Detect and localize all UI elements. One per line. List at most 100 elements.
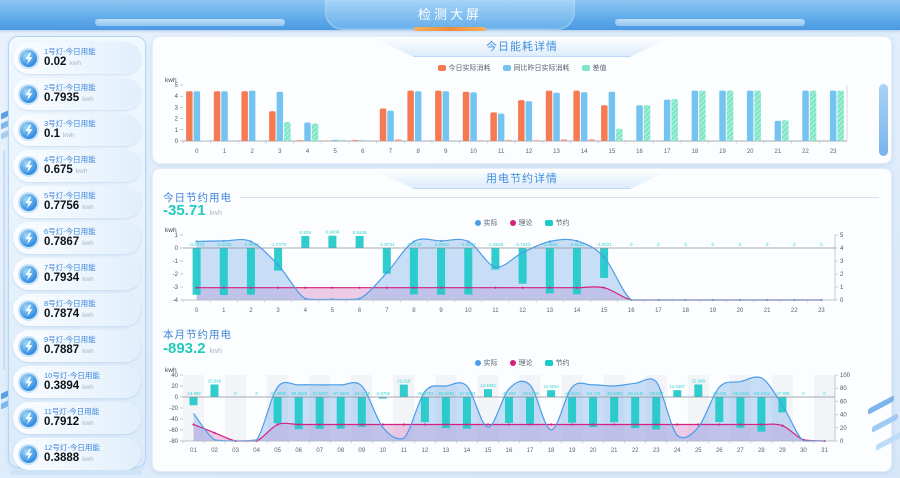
bar-差值 bbox=[671, 99, 678, 141]
bar-value-label: -56.5681 bbox=[437, 391, 455, 396]
svg-text:20: 20 bbox=[840, 426, 847, 432]
bar-今日实际消耗 bbox=[213, 91, 221, 141]
bar-今日实际消耗 bbox=[462, 91, 470, 141]
svg-text:15: 15 bbox=[485, 448, 492, 454]
lamp-stat-card: 4号灯-今日用能 0.675 kwh bbox=[13, 150, 141, 182]
legend-item-同比昨日实际消耗[interactable]: 同比昨日实际消耗 bbox=[502, 63, 570, 73]
lightning-icon bbox=[18, 407, 39, 429]
bar-节约 bbox=[399, 384, 408, 397]
bar-今日实际消耗 bbox=[296, 140, 304, 141]
panel-saving-title: 用电节约详情 bbox=[486, 173, 558, 185]
bar-value-label: 0 bbox=[820, 242, 823, 247]
svg-text:08: 08 bbox=[337, 448, 344, 454]
svg-text:04: 04 bbox=[253, 448, 260, 454]
svg-text:2: 2 bbox=[175, 117, 179, 123]
svg-text:17: 17 bbox=[655, 308, 662, 314]
bar-同比昨日实际消耗 bbox=[636, 105, 643, 141]
bar-value-label: -47.057 bbox=[502, 391, 517, 396]
svg-text:23: 23 bbox=[830, 149, 837, 155]
lamp-stat-value: 0.7887 kwh bbox=[44, 343, 94, 356]
bar-今日实际消耗 bbox=[435, 90, 442, 141]
bar-value-label: 0 bbox=[630, 242, 633, 247]
legend-label: 实际 bbox=[483, 360, 498, 367]
legend-item-节约[interactable]: 节约 bbox=[544, 358, 570, 368]
bar-同比昨日实际消耗 bbox=[221, 91, 228, 141]
lamp-stat-card: 11号灯-今日用能 0.7912 kwh bbox=[13, 402, 141, 434]
lamp-stat-unit: kwh bbox=[82, 383, 94, 391]
svg-text:4: 4 bbox=[840, 246, 844, 252]
svg-text:40: 40 bbox=[171, 373, 178, 379]
lamp-stat-value: 0.7867 kwh bbox=[44, 235, 94, 248]
bar-今日实际消耗 bbox=[379, 108, 387, 141]
svg-text:2: 2 bbox=[249, 308, 253, 314]
energy-chart-legend: 今日实际消耗 同比昨日实际消耗 差值 bbox=[153, 63, 891, 73]
bar-value-label: -3.5621 bbox=[569, 242, 585, 247]
month-saving-header: 本月节约用电 bbox=[163, 327, 879, 342]
today-saving-value-row: -35.71 kwh bbox=[163, 202, 222, 219]
svg-text:30: 30 bbox=[800, 448, 807, 454]
svg-text:0: 0 bbox=[195, 149, 199, 155]
lamp-stat-unit: kwh bbox=[75, 167, 88, 175]
bar-value-label: 0 bbox=[234, 391, 237, 396]
bar-同比昨日实际消耗 bbox=[774, 120, 782, 141]
today-saving-header: 今日节约用电 bbox=[163, 190, 879, 205]
bar-差值 bbox=[809, 90, 817, 141]
lamp-stat-label: 2号灯-今日用能 bbox=[44, 83, 96, 93]
legend-item-理论[interactable]: 理论 bbox=[509, 218, 533, 228]
lamp-stat-value: 0.3888 kwh bbox=[44, 451, 94, 464]
svg-text:60: 60 bbox=[840, 399, 847, 405]
lamp-stat-text: 10号灯-今日用能 0.3894 kwh bbox=[44, 372, 100, 392]
bar-今日实际消耗 bbox=[573, 90, 580, 141]
lamp-stat-label: 10号灯-今日用能 bbox=[44, 371, 100, 381]
svg-text:22: 22 bbox=[632, 448, 639, 454]
svg-text:13: 13 bbox=[546, 308, 553, 314]
svg-text:15: 15 bbox=[601, 308, 608, 314]
bar-value-label: -1.7379 bbox=[270, 242, 286, 247]
lamp-stat-unit: kwh bbox=[82, 419, 94, 427]
bar-差值 bbox=[754, 90, 761, 141]
lamp-stat-unit: kwh bbox=[82, 203, 94, 211]
legend-item-节约[interactable]: 节约 bbox=[544, 218, 570, 228]
legend-label: 节约 bbox=[555, 220, 570, 227]
svg-text:0: 0 bbox=[175, 246, 179, 252]
svg-text:5: 5 bbox=[175, 83, 179, 89]
svg-text:25: 25 bbox=[695, 448, 702, 454]
bar-今日实际消耗 bbox=[518, 100, 525, 141]
bar-节约 bbox=[518, 248, 527, 284]
frame-decoration-dash bbox=[1, 120, 8, 130]
legend-item-实际[interactable]: 实际 bbox=[474, 358, 498, 368]
legend-item-差值[interactable]: 差值 bbox=[581, 63, 607, 73]
bar-value-label: -56.0345 bbox=[732, 391, 750, 396]
bar-节约 bbox=[526, 397, 534, 424]
svg-text:0: 0 bbox=[840, 439, 844, 445]
bar-节约 bbox=[462, 397, 471, 429]
lightning-icon bbox=[18, 47, 39, 69]
panel-saving-tab: 用电节约详情 bbox=[372, 169, 672, 189]
svg-text:3: 3 bbox=[276, 308, 280, 314]
lamp-stat-card: 7号灯-今日用能 0.7934 kwh bbox=[13, 258, 141, 290]
svg-text:13: 13 bbox=[443, 448, 450, 454]
lamp-stat-text: 11号灯-今日用能 0.7912 kwh bbox=[44, 408, 99, 428]
bar-同比昨日实际消耗 bbox=[359, 140, 367, 141]
bar-value-label: -45.8393 bbox=[606, 391, 624, 396]
legend-item-实际[interactable]: 实际 bbox=[474, 218, 498, 228]
bar-差值 bbox=[726, 90, 734, 141]
svg-text:05: 05 bbox=[274, 448, 281, 454]
lamp-stat-value: 0.7756 kwh bbox=[44, 199, 94, 212]
svg-text:16: 16 bbox=[628, 308, 635, 314]
bar-同比昨日实际消耗 bbox=[553, 92, 560, 141]
frame-decoration-vline bbox=[3, 150, 5, 370]
bar-节约 bbox=[273, 397, 282, 424]
svg-text:11: 11 bbox=[498, 149, 505, 155]
frame-decoration-dash bbox=[1, 130, 8, 140]
svg-text:18: 18 bbox=[682, 308, 689, 314]
lamp-stats-sidebar: 1号灯-今日用能 0.02 kwh 2号灯-今日用能 0.7935 kwh 3号灯-今日用能… bbox=[8, 36, 146, 470]
legend-item-今日实际消耗[interactable]: 今日实际消耗 bbox=[437, 63, 491, 73]
legend-item-理论[interactable]: 理论 bbox=[509, 358, 533, 368]
lamp-stat-text: 9号灯-今日用能 0.7887 kwh bbox=[44, 336, 96, 356]
lamp-stat-unit: kwh bbox=[82, 239, 94, 247]
bar-value-label: -1.6528 bbox=[488, 242, 504, 247]
bar-节约 bbox=[600, 248, 609, 278]
